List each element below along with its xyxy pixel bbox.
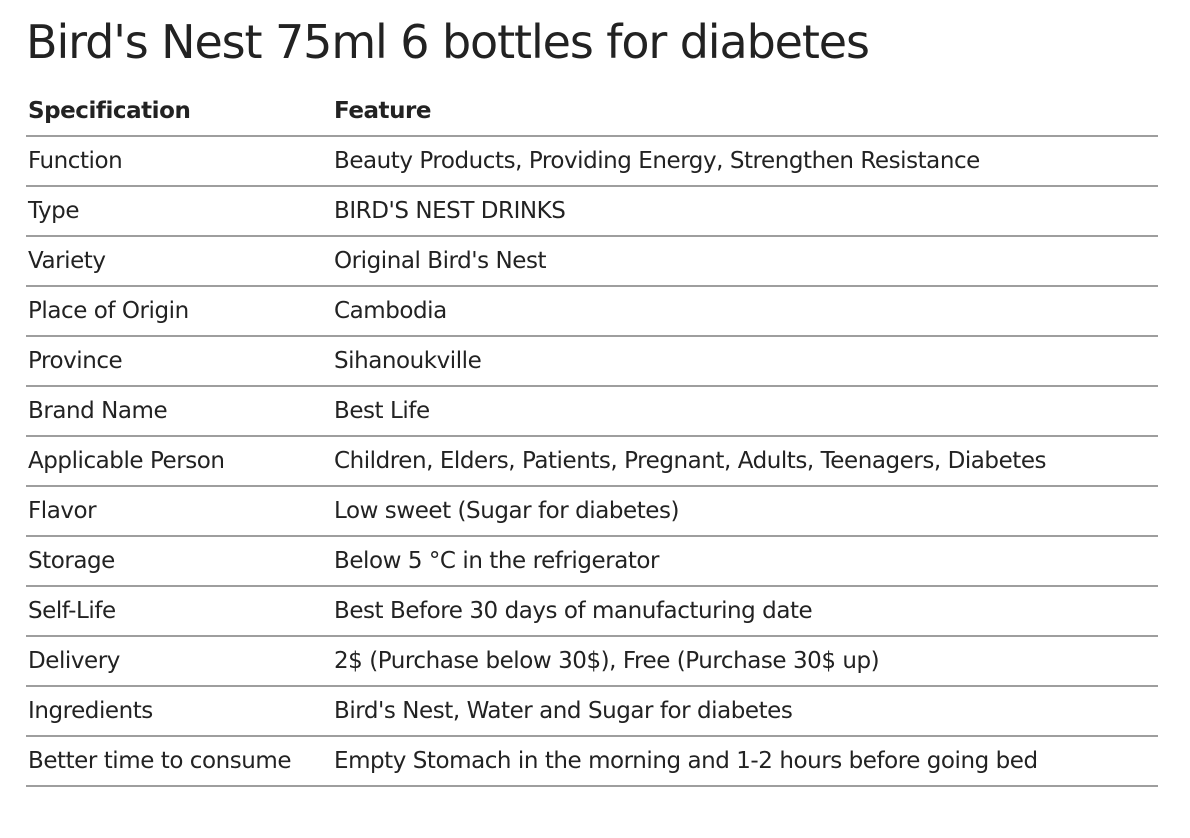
spec-value-cell: Sihanoukville [332,336,1158,387]
spec-value-cell: Original Bird's Nest [332,236,1158,287]
spec-name-cell: Function [26,136,332,187]
table-row: Place of Origin Cambodia [26,286,1158,337]
table-row: Self-Life Best Before 30 days of manufac… [26,586,1158,637]
spec-name-cell: Brand Name [26,386,332,437]
page-title: Bird's Nest 75ml 6 bottles for diabetes [26,15,870,69]
spec-value-cell: Empty Stomach in the morning and 1-2 hou… [332,736,1158,787]
spec-value-cell: Children, Elders, Patients, Pregnant, Ad… [332,436,1158,487]
spec-name-cell: Type [26,186,332,237]
spec-name-cell: Applicable Person [26,436,332,487]
table-row: Flavor Low sweet (Sugar for diabetes) [26,486,1158,537]
spec-name-cell: Province [26,336,332,387]
spec-value-cell: BIRD'S NEST DRINKS [332,186,1158,237]
spec-value-cell: 2$ (Purchase below 30$), Free (Purchase … [332,636,1158,687]
spec-value-cell: Cambodia [332,286,1158,337]
spec-name-cell: Storage [26,536,332,587]
spec-value-cell: Best Life [332,386,1158,437]
table-row: Function Beauty Products, Providing Ener… [26,136,1158,187]
spec-name-cell: Variety [26,236,332,287]
table-row: Brand Name Best Life [26,386,1158,437]
table-row: Better time to consume Empty Stomach in … [26,736,1158,787]
spec-value-cell: Low sweet (Sugar for diabetes) [332,486,1158,537]
spec-name-cell: Delivery [26,636,332,687]
spec-value-cell: Beauty Products, Providing Energy, Stren… [332,136,1158,187]
table-row: Applicable Person Children, Elders, Pati… [26,436,1158,487]
spec-table: Specification Feature Function Beauty Pr… [26,87,1158,787]
spec-name-cell: Ingredients [26,686,332,737]
spec-value-cell: Bird's Nest, Water and Sugar for diabete… [332,686,1158,737]
header-feature: Feature [332,87,1158,137]
spec-value-cell: Below 5 °C in the refrigerator [332,536,1158,587]
table-row: Type BIRD'S NEST DRINKS [26,186,1158,237]
table-row: Variety Original Bird's Nest [26,236,1158,287]
table-row: Storage Below 5 °C in the refrigerator [26,536,1158,587]
table-header-row: Specification Feature [26,87,1158,137]
header-specification: Specification [26,87,332,137]
spec-name-cell: Better time to consume [26,736,332,787]
spec-name-cell: Place of Origin [26,286,332,337]
table-row: Ingredients Bird's Nest, Water and Sugar… [26,686,1158,737]
spec-value-cell: Best Before 30 days of manufacturing dat… [332,586,1158,637]
table-row: Province Sihanoukville [26,336,1158,387]
spec-name-cell: Self-Life [26,586,332,637]
table-row: Delivery 2$ (Purchase below 30$), Free (… [26,636,1158,687]
spec-name-cell: Flavor [26,486,332,537]
